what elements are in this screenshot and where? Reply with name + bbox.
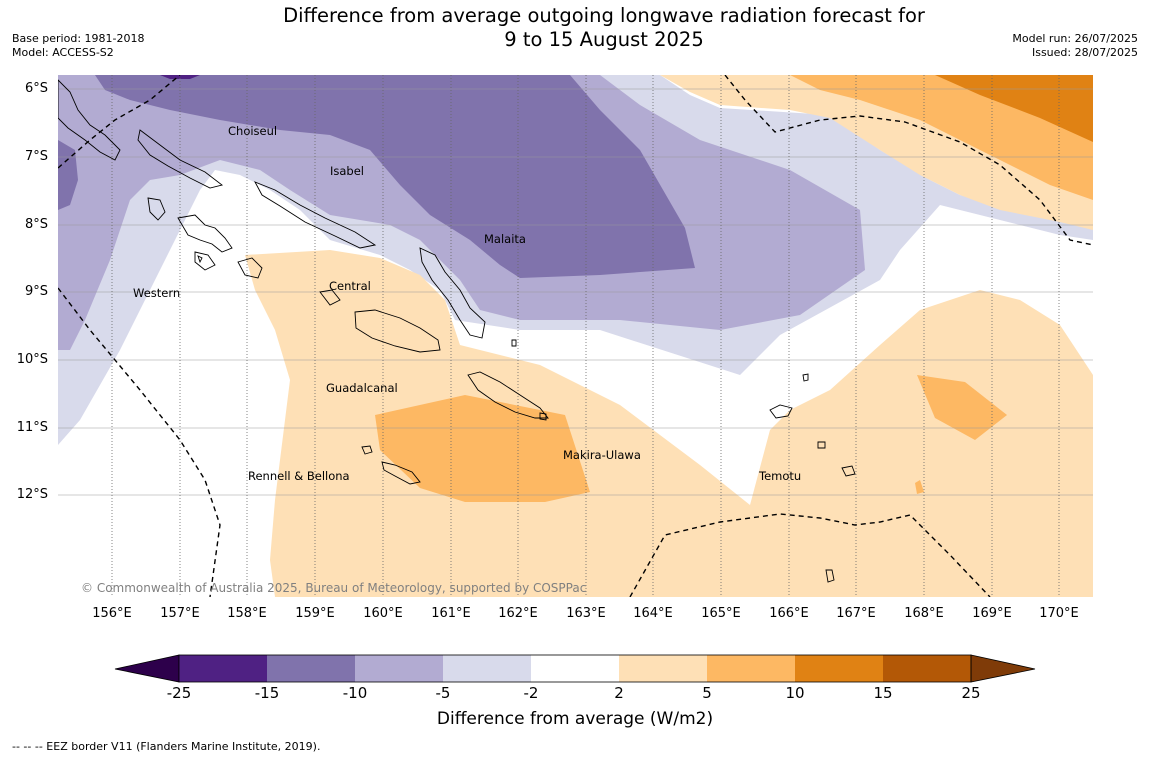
base-period-info: Base period: 1981-2018 Model: ACCESS-S2 (12, 32, 144, 60)
contour-neg-10-to-neg-15 (95, 75, 695, 278)
sikaiana (511, 339, 517, 347)
vella-lavella (147, 197, 166, 221)
colorbar-tick: 2 (614, 684, 624, 702)
contour-5-to-10-east (917, 375, 1007, 440)
colorbar-tick: 25 (961, 684, 981, 702)
colorbar-segment (795, 655, 883, 682)
lat-tick: 12°S (16, 487, 48, 502)
isabel-island (254, 181, 377, 249)
lat-tick: 9°S (24, 284, 48, 299)
lat-tick: 8°S (24, 217, 48, 232)
choiseul-island (137, 129, 224, 189)
reef-islands (802, 373, 809, 382)
colorbar-under-arrow (114, 654, 180, 683)
bougainville (58, 79, 121, 161)
colorbar-tick: 5 (702, 684, 712, 702)
colorbar-segment (267, 655, 355, 682)
model-name: Model: ACCESS-S2 (12, 46, 114, 59)
colorbar-segment (355, 655, 443, 682)
colorbar-tick: 15 (873, 684, 893, 702)
lon-tick: 168°E (904, 606, 944, 621)
place-western: Western (133, 286, 180, 300)
colorbar-segment (883, 655, 971, 682)
colorbar (114, 654, 1036, 683)
malaita-island (419, 247, 486, 339)
meridians (111, 75, 1060, 597)
lon-tick: 169°E (972, 606, 1012, 621)
model-run: Model run: 26/07/2025 (1012, 32, 1138, 45)
coastlines (58, 79, 856, 583)
makira-island (467, 371, 549, 419)
base-period: Base period: 1981-2018 (12, 32, 145, 45)
lat-tick: 10°S (16, 352, 48, 367)
anuta (825, 569, 835, 583)
lon-tick: 163°E (566, 606, 606, 621)
bellona-island (361, 445, 373, 455)
eez-border (58, 75, 1093, 597)
gridlines (58, 88, 1093, 496)
lat-tick: 6°S (24, 81, 48, 96)
colorbar-segment (707, 655, 795, 682)
rennell-island (381, 461, 421, 485)
lon-tick: 158°E (227, 606, 267, 621)
lat-tick: 7°S (24, 149, 48, 164)
lon-tick: 161°E (431, 606, 471, 621)
lon-tick: 162°E (498, 606, 538, 621)
colorbar-tick: -2 (523, 684, 539, 702)
lon-tick: 156°E (92, 606, 132, 621)
contour-10-to-15-northeast (935, 75, 1093, 142)
colorbar-title: Difference from average (W/m2) (436, 709, 714, 729)
place-isabel: Isabel (330, 164, 364, 178)
lon-tick: 159°E (295, 606, 335, 621)
contour-2-to-5-south (245, 250, 1093, 597)
title-line-2: 9 to 15 August 2025 (504, 28, 704, 51)
contour-neg-10-west (58, 140, 78, 210)
contour-neg-15-to-neg-25 (160, 75, 200, 79)
guadalcanal-island (354, 309, 441, 353)
issued-date: Issued: 28/07/2025 (1031, 46, 1138, 59)
model-run-info: Model run: 26/07/2025 Issued: 28/07/2025 (1012, 32, 1138, 60)
contour-5-to-10-small (915, 480, 924, 494)
ulawa (539, 412, 547, 421)
colorbar-segment (619, 655, 707, 682)
rendova (194, 251, 216, 271)
place-temotu: Temotu (758, 469, 801, 483)
lon-tick: 170°E (1039, 606, 1079, 621)
eez-footnote: -- -- -- EEZ border V11 (Flanders Marine… (12, 740, 321, 753)
lat-tick: 11°S (16, 420, 48, 435)
place-choiseul: Choiseul (228, 124, 277, 138)
lon-tick: 165°E (701, 606, 741, 621)
florida-islands (319, 289, 341, 306)
lon-tick: 164°E (633, 606, 673, 621)
colorbar-tick: -15 (254, 684, 280, 702)
place-rennell-bellona: Rennell & Bellona (248, 469, 350, 483)
colorbar-tick: -25 (166, 684, 192, 702)
place-makira-ulawa: Makira-Ulawa (563, 448, 641, 462)
colorbar-segment (443, 655, 531, 682)
colorbar-segment (179, 655, 267, 682)
ontong-java (197, 255, 203, 264)
place-malaita: Malaita (484, 232, 526, 246)
colorbar-over-arrow (970, 654, 1036, 683)
utupua (817, 441, 826, 449)
santa-cruz (769, 404, 793, 419)
copyright-notice: © Commonwealth of Australia 2025, Bureau… (81, 581, 586, 595)
place-guadalcanal: Guadalcanal (326, 381, 398, 395)
lon-tick: 166°E (769, 606, 809, 621)
contour-5-to-10-south (375, 395, 590, 502)
colorbar-tick: 10 (785, 684, 805, 702)
lon-tick: 157°E (160, 606, 200, 621)
title-line-1: Difference from average outgoing longwav… (283, 4, 925, 27)
colorbar-tick: -5 (435, 684, 451, 702)
new-georgia (177, 214, 233, 253)
colorbar-tick: -10 (342, 684, 368, 702)
lon-tick: 167°E (836, 606, 876, 621)
lon-tick: 160°E (363, 606, 403, 621)
russell (237, 257, 263, 279)
map-title: Difference from average outgoing longwav… (200, 4, 1008, 52)
place-central: Central (329, 279, 371, 293)
vanikoro (841, 465, 856, 477)
colorbar-segment (531, 655, 619, 682)
